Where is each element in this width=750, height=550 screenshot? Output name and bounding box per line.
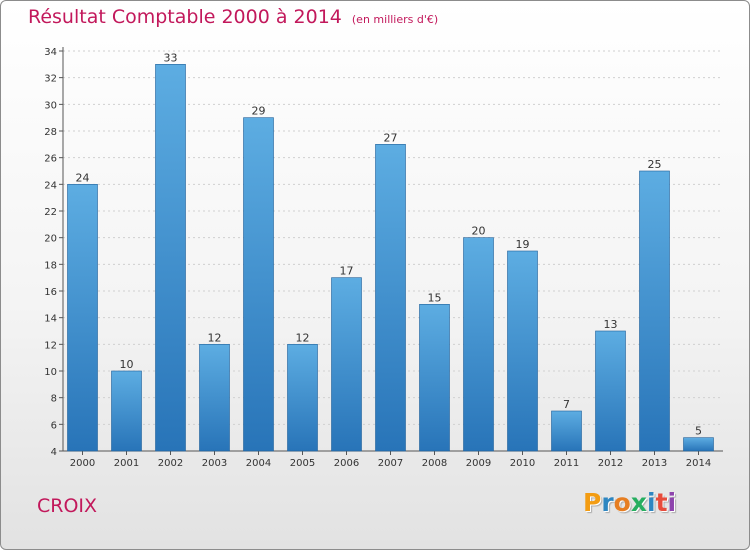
x-tick-label-2010: 2010 [510, 458, 535, 469]
logo-letter: i [647, 488, 656, 517]
y-tick-label: 8 [51, 394, 57, 405]
y-tick-label: 18 [44, 260, 57, 271]
value-label-2001: 10 [120, 358, 134, 371]
value-label-2011: 7 [563, 398, 570, 411]
x-tick-label-2014: 2014 [686, 458, 711, 469]
x-tick-label-2011: 2011 [554, 458, 579, 469]
y-tick-label: 12 [44, 340, 57, 351]
logo-letter: i [667, 488, 677, 517]
bar-2010 [507, 250, 538, 452]
value-label-2012: 13 [604, 318, 618, 331]
value-label-2014: 5 [695, 425, 702, 438]
x-tick-label-2008: 2008 [422, 458, 447, 469]
bars [67, 64, 714, 452]
value-label-2006: 17 [340, 265, 354, 278]
bar-2014 [683, 437, 714, 452]
bar-2013 [639, 170, 670, 452]
x-tick-label-2009: 2009 [466, 458, 491, 469]
bar-2004 [243, 117, 274, 452]
bar-2000 [67, 184, 98, 452]
x-tick-label-2003: 2003 [202, 458, 227, 469]
y-tick-label: 26 [44, 154, 57, 165]
y-tick-label: 14 [44, 314, 57, 325]
y-tick-label: 28 [44, 127, 57, 138]
logo-letter: t [655, 488, 668, 517]
y-tick-label: 4 [51, 447, 57, 458]
commune-name: CROIX [37, 495, 98, 517]
y-tick-label: 32 [44, 74, 57, 85]
value-label-2004: 29 [252, 105, 266, 118]
bar-2003 [199, 344, 230, 452]
title-line: Résultat Comptable 2000 à 2014 (en millie… [28, 6, 438, 28]
y-tick-label: 34 [44, 47, 57, 58]
y-tick-label: 30 [44, 100, 57, 111]
labels: 4 6 8 10 12 14 16 18 20 22 24 26 28 30 32 34 24 2000 10 200… [44, 47, 711, 469]
y-tick-label: 10 [44, 367, 57, 378]
y-tick-label: 22 [44, 207, 57, 218]
value-label-2003: 12 [208, 331, 222, 344]
chart-subtitle: (en milliers d'€) [351, 13, 439, 26]
value-label-2005: 12 [296, 331, 310, 344]
y-tick-label: 16 [44, 287, 57, 298]
logo-letter: r [601, 488, 614, 517]
x-tick-label-2007: 2007 [378, 458, 403, 469]
bar-2011 [551, 410, 582, 452]
logo-letter: x [630, 488, 647, 517]
x-tick-label-2004: 2004 [246, 458, 271, 469]
x-tick-label-2000: 2000 [70, 458, 95, 469]
bar-2002 [155, 64, 186, 452]
bar-2001 [111, 370, 142, 452]
y-tick-label: 24 [44, 180, 57, 191]
bar-2006 [331, 277, 362, 452]
bar-2005 [287, 344, 318, 452]
x-tick-label-2006: 2006 [334, 458, 359, 469]
logo-letter: P [583, 488, 602, 517]
x-tick-label-2005: 2005 [290, 458, 315, 469]
x-tick-label-2013: 2013 [642, 458, 667, 469]
x-tick-label-2001: 2001 [114, 458, 139, 469]
value-label-2009: 20 [472, 225, 486, 238]
bar-2009 [463, 237, 494, 452]
y-tick-label: 20 [44, 234, 57, 245]
value-label-2000: 24 [76, 171, 90, 184]
value-label-2002: 33 [164, 51, 178, 64]
value-label-2008: 15 [428, 291, 442, 304]
logo-letter: o [613, 488, 631, 517]
bar-2008 [419, 304, 450, 452]
bar-2012 [595, 330, 626, 452]
chart-title: Résultat Comptable 2000 à 2014 [28, 6, 342, 28]
y-tick-label: 6 [51, 420, 57, 431]
value-label-2007: 27 [384, 131, 398, 144]
x-tick-label-2002: 2002 [158, 458, 183, 469]
x-tick-label-2012: 2012 [598, 458, 623, 469]
bar-2007 [375, 144, 406, 452]
value-label-2010: 19 [516, 238, 530, 251]
value-label-2013: 25 [648, 158, 662, 171]
proxiti-logo: Proxiti [583, 488, 676, 517]
